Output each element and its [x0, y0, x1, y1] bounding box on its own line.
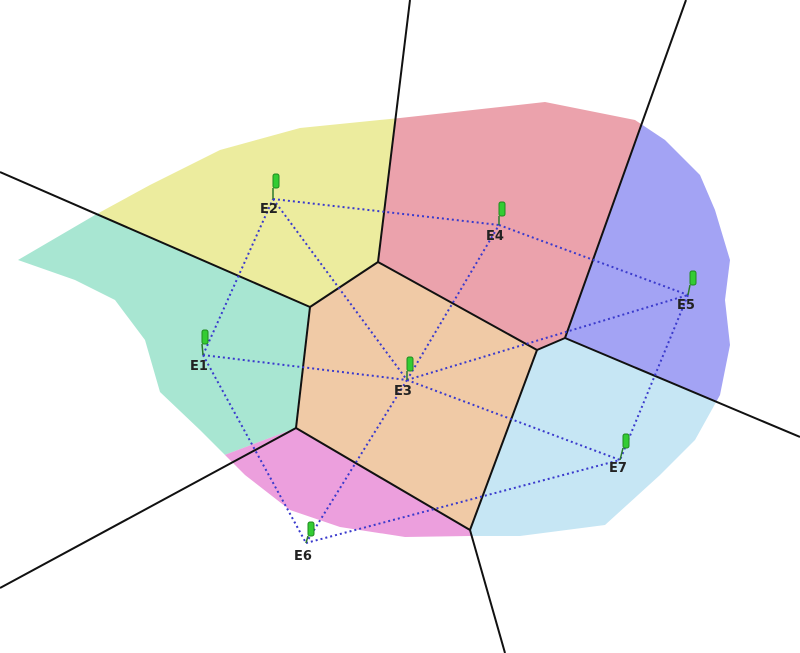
boundary-line: [564, 0, 687, 339]
site-label-e5: E5: [677, 298, 695, 313]
triangulation-edge-e6-e7: [305, 459, 621, 544]
site-marker-icon: [498, 201, 506, 217]
marker-pin: [305, 535, 309, 544]
boundary-line: [0, 171, 311, 308]
site-marker-icon: [201, 329, 209, 345]
site-label-e1: E1: [190, 359, 208, 374]
site-marker-icon: [406, 356, 414, 372]
site-label-e7: E7: [609, 461, 627, 476]
boundary-line: [564, 337, 800, 438]
site-markers: E1 E2 E3 E4 E5 E6 E7: [190, 173, 697, 564]
site-label-e4: E4: [486, 229, 504, 244]
site-e5[interactable]: E5: [677, 270, 697, 313]
triangulation-edge-e1-e3: [202, 354, 408, 381]
site-marker-icon: [622, 433, 630, 449]
site-e1[interactable]: E1: [190, 329, 209, 374]
site-e7[interactable]: E7: [609, 433, 630, 476]
site-e6[interactable]: E6: [294, 521, 315, 564]
triangulation-edge-e1-e2: [202, 198, 274, 356]
site-e2[interactable]: E2: [260, 173, 280, 217]
boundary-line: [295, 427, 471, 531]
boundary-line: [377, 261, 538, 351]
site-label-e2: E2: [260, 202, 278, 217]
site-marker-icon: [689, 270, 697, 286]
boundary-line: [469, 529, 506, 653]
boundary-line: [536, 337, 566, 351]
triangulation-edges: [202, 198, 689, 544]
site-e3[interactable]: E3: [394, 356, 414, 399]
region-e5: [565, 102, 730, 437]
region-e1: [18, 102, 310, 537]
marker-pin: [687, 284, 691, 296]
triangulation-edge-e1-e6: [202, 354, 307, 544]
triangulation-edge-e4-e5: [498, 224, 689, 296]
boundary-line: [469, 349, 538, 531]
site-e4[interactable]: E4: [486, 201, 506, 244]
site-label-e3: E3: [394, 384, 412, 399]
marker-pin: [619, 447, 624, 461]
boundary-line: [377, 0, 411, 263]
region-e6: [18, 428, 505, 537]
boundary-line: [309, 261, 379, 308]
marker-pin: [201, 343, 204, 356]
region-e4: [378, 102, 685, 350]
site-label-e6: E6: [294, 549, 312, 564]
site-marker-icon: [307, 521, 315, 537]
boundary-line: [0, 427, 297, 589]
triangulation-edge-e3-e6: [305, 379, 408, 544]
triangulation-edge-e3-e5: [406, 294, 689, 381]
site-marker-icon: [272, 173, 280, 189]
triangulation-edge-e3-e4: [406, 224, 500, 381]
